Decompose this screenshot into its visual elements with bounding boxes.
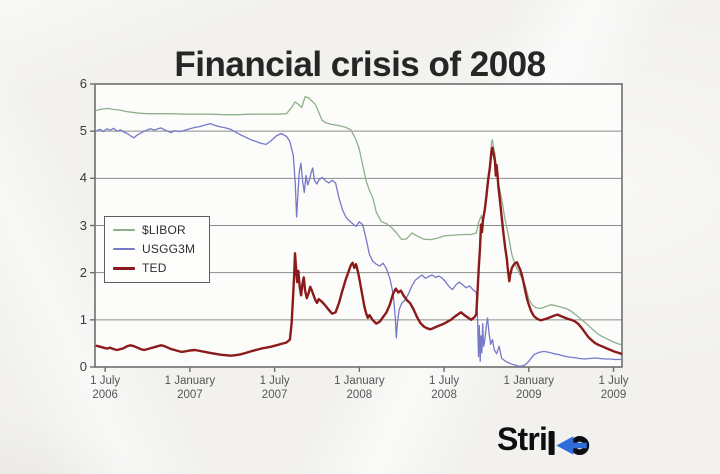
x-axis-label-6: 1 July 2009 xyxy=(598,375,629,401)
series-line-libor xyxy=(96,96,622,346)
x-axis-label-0: 1 July 2006 xyxy=(90,375,121,401)
x-axis-label-1: 1 January 2007 xyxy=(164,375,216,401)
y-axis-label-1: 1 xyxy=(79,311,87,327)
legend-label: USGG3M xyxy=(142,242,196,256)
y-axis-label-2: 2 xyxy=(79,264,87,280)
x-axis-label-2: 1 July 2007 xyxy=(259,375,290,401)
x-axis-label-3: 1 January 2008 xyxy=(334,375,385,401)
legend-item-libor: $LIBOR xyxy=(113,223,201,237)
y-axis-label-3: 3 xyxy=(79,217,87,233)
y-axis-label-0: 0 xyxy=(79,359,87,374)
page-title: Financial crisis of 2008 xyxy=(174,45,546,85)
legend-swatch-icon xyxy=(113,248,135,250)
chart-legend: $LIBOR USGG3M TED xyxy=(104,216,210,283)
series-line-usgg3m xyxy=(96,122,622,367)
strike-logo-ke-arrow-icon xyxy=(548,431,590,455)
y-axis-label-4: 4 xyxy=(79,170,87,186)
legend-label: $LIBOR xyxy=(142,223,186,237)
legend-item-ted: TED xyxy=(113,261,201,275)
strike-logo: Stri xyxy=(497,423,593,455)
x-axis-label-4: 1 July 2008 xyxy=(429,375,460,401)
y-axis-label-5: 5 xyxy=(79,123,87,139)
legend-swatch-icon xyxy=(113,229,135,231)
series-line-ted xyxy=(95,146,623,357)
legend-item-usgg3m: USGG3M xyxy=(113,242,201,256)
legend-label: TED xyxy=(142,261,167,275)
x-axis-label-5: 1 January 2009 xyxy=(503,375,555,401)
strike-logo-text: Stri xyxy=(497,421,548,457)
y-axis-label-6: 6 xyxy=(79,76,87,91)
legend-swatch-icon xyxy=(113,266,135,270)
